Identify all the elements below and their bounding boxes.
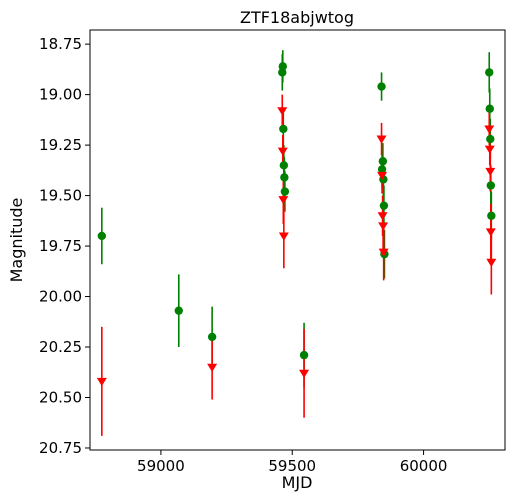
upper-limit-point bbox=[299, 369, 310, 379]
chart-title: ZTF18abjwtog bbox=[240, 8, 354, 27]
y-tick-label: 18.75 bbox=[39, 35, 82, 53]
x-axis-label: MJD bbox=[282, 473, 313, 492]
plot-frame bbox=[89, 29, 506, 451]
upper-limit-point bbox=[485, 167, 496, 177]
detection-point bbox=[207, 332, 217, 342]
upper-limit-point bbox=[277, 147, 288, 156]
detection-point bbox=[279, 161, 289, 170]
detection-point bbox=[485, 68, 494, 77]
upper-limit-point bbox=[484, 145, 495, 154]
upper-limit-point bbox=[484, 125, 495, 134]
y-tick-label: 20.75 bbox=[39, 439, 82, 457]
detection-point bbox=[487, 211, 496, 220]
y-tick-label: 20.50 bbox=[39, 389, 82, 407]
upper-limit-point bbox=[485, 228, 496, 237]
detection-point bbox=[377, 82, 386, 91]
y-tick-label: 20.00 bbox=[39, 288, 82, 306]
upper-limit-point bbox=[278, 196, 289, 205]
detection-point bbox=[486, 181, 496, 190]
upper-limit-point bbox=[376, 135, 387, 144]
upper-limit-point bbox=[377, 171, 388, 181]
y-tick-label: 20.25 bbox=[39, 338, 82, 356]
y-tick-label: 19.00 bbox=[39, 86, 82, 104]
detection-point bbox=[379, 201, 389, 210]
y-tick-label: 19.25 bbox=[39, 136, 82, 154]
detection-point bbox=[378, 157, 388, 166]
detection-point bbox=[278, 68, 287, 77]
x-tick-label: 60000 bbox=[400, 457, 448, 475]
upper-limit-point bbox=[278, 232, 289, 241]
detection-point bbox=[278, 62, 287, 71]
detection-point bbox=[377, 165, 387, 174]
x-tick-label: 59500 bbox=[268, 457, 316, 475]
upper-limit-point bbox=[207, 363, 218, 372]
upper-limit-point bbox=[96, 377, 107, 387]
detection-point bbox=[280, 187, 290, 196]
detection-point bbox=[174, 306, 183, 315]
upper-limit-point bbox=[377, 212, 388, 221]
detection-point bbox=[486, 134, 495, 144]
y-tick-label: 19.75 bbox=[39, 237, 82, 255]
x-tick-label: 59000 bbox=[137, 457, 185, 475]
y-axis-label: Magnitude bbox=[7, 198, 26, 283]
detection-point bbox=[97, 231, 107, 241]
detection-point bbox=[280, 173, 289, 182]
upper-limit-point bbox=[378, 248, 389, 257]
detection-point bbox=[279, 124, 288, 134]
y-tick-label: 19.50 bbox=[39, 187, 82, 205]
detection-point bbox=[485, 104, 494, 113]
upper-limit-point bbox=[486, 258, 497, 267]
upper-limit-point bbox=[378, 222, 389, 231]
upper-limit-point bbox=[277, 107, 288, 116]
detection-point bbox=[299, 350, 309, 360]
